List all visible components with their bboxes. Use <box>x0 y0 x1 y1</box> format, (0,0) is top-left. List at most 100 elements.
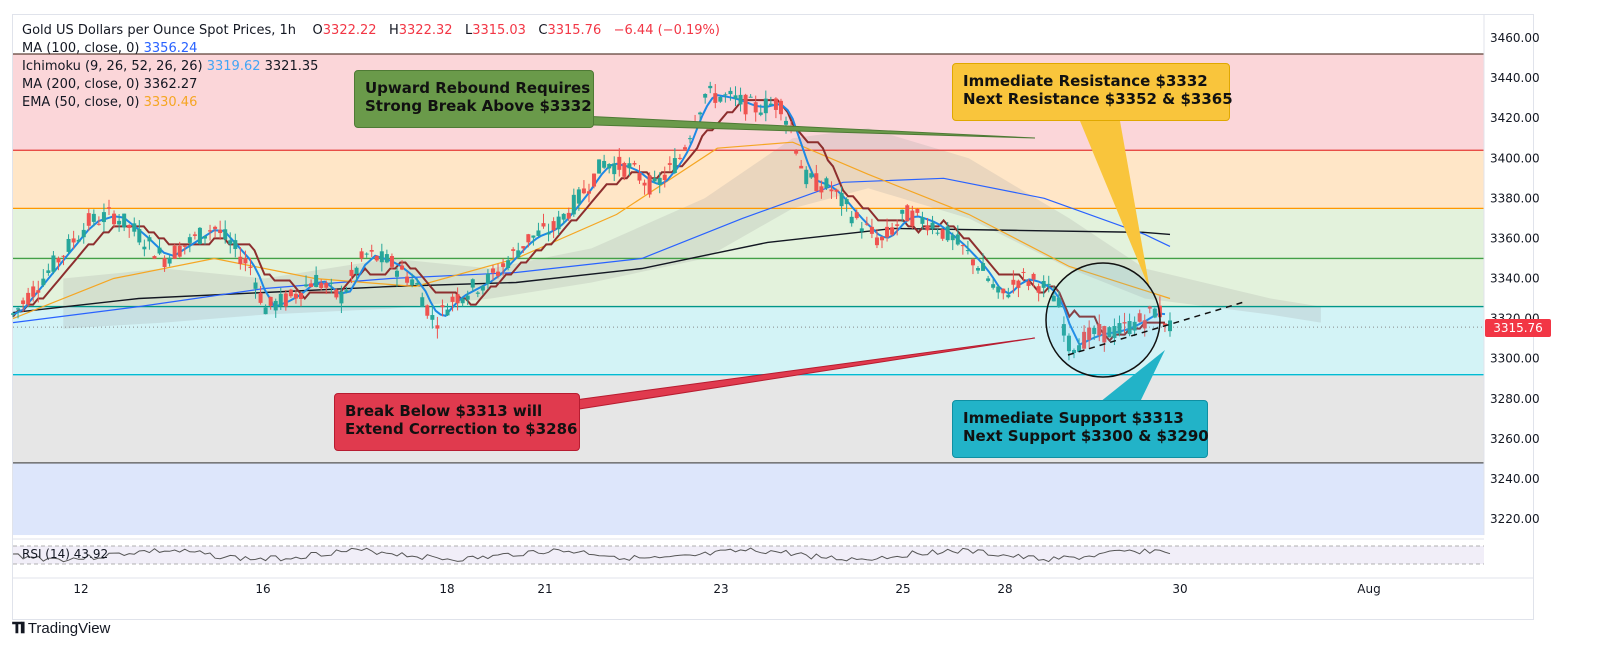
price-axis: 3460.00 3440.00 3420.00 3400.00 3380.00 3360.… <box>1483 15 1540 535</box>
candle-body <box>1132 321 1137 331</box>
tradingview-logo[interactable]: 𝐓❙ TradingView <box>12 618 110 638</box>
resistance-pointer <box>1080 121 1150 290</box>
candle-body <box>435 325 440 329</box>
legend-ichimoku[interactable]: Ichimoku (9, 26, 52, 26, 26) 3319.62 332… <box>22 58 720 76</box>
high-label: H <box>388 23 399 38</box>
candle-body <box>61 255 66 257</box>
candle-body <box>758 112 763 115</box>
candle-body <box>112 213 117 225</box>
ichimoku-label: Ichimoku (9, 26, 52, 26, 26) <box>22 59 203 74</box>
candle-body <box>233 240 238 250</box>
candle-body <box>617 156 622 170</box>
ichimoku-cloud <box>63 128 1321 329</box>
candle-body <box>981 263 986 271</box>
candle-body <box>349 269 354 276</box>
candle-body <box>369 250 374 252</box>
candle-body <box>1152 308 1157 318</box>
candle-body <box>551 221 556 231</box>
candle-body <box>56 258 61 263</box>
rsi-name: RSI (14) <box>22 547 70 561</box>
candle-body <box>854 212 859 219</box>
candle-body <box>804 169 809 185</box>
break-below-callout: Break Below $3313 will Extend Correction… <box>334 393 580 451</box>
candle-body <box>571 194 576 215</box>
candle-body <box>1162 323 1167 326</box>
candle-body <box>334 289 339 298</box>
x-tick-21: 21 <box>537 582 552 596</box>
candle-body <box>809 173 814 178</box>
candle-body <box>869 226 874 234</box>
candle-body <box>541 223 546 227</box>
candle-body <box>192 234 197 236</box>
price-zones <box>13 54 1484 536</box>
candle-body <box>147 237 152 242</box>
candle-body <box>501 263 506 267</box>
candle-body <box>996 286 1001 293</box>
x-tick-Aug: Aug <box>1357 582 1380 596</box>
candle-body <box>874 237 879 246</box>
candle-body <box>51 255 56 272</box>
candle-body <box>698 112 703 115</box>
legend-ma100[interactable]: MA (100, close, 0) 3356.24 <box>22 40 720 58</box>
y-tick-3400: 3400.00 <box>1490 151 1540 165</box>
candle-body <box>1026 281 1031 286</box>
candle-body <box>364 253 369 255</box>
x-tick-16: 16 <box>255 582 270 596</box>
rsi-label[interactable]: RSI (14) 43.92 <box>22 547 108 561</box>
candle-body <box>556 216 561 230</box>
candle-body <box>920 217 925 224</box>
candle-body <box>36 290 41 293</box>
candle-body <box>688 138 693 140</box>
candle-body <box>81 229 86 238</box>
candle-body <box>223 229 228 240</box>
high-value: 3322.32 <box>398 23 453 38</box>
candle-body <box>945 226 950 241</box>
candle-body <box>799 165 804 169</box>
candle-body <box>743 94 748 115</box>
candle-body <box>405 276 410 283</box>
resistance-callout: Immediate Resistance $3332 Next Resistan… <box>952 63 1233 121</box>
candle-body <box>268 296 273 306</box>
candle-body <box>536 230 541 236</box>
candle-body <box>101 212 106 223</box>
candle-body <box>496 271 501 276</box>
candle-body <box>263 307 268 315</box>
candle-body <box>1127 321 1132 335</box>
candle-body <box>288 289 293 297</box>
candle-body <box>773 98 778 110</box>
candle-body <box>885 226 890 238</box>
candle-body <box>86 213 91 226</box>
low-value: 3315.03 <box>472 23 526 38</box>
candle-body <box>930 222 935 229</box>
support-line-1: Immediate Support $3313 <box>963 409 1184 427</box>
legend-ma200[interactable]: MA (200, close, 0) 3362.27 <box>22 76 720 94</box>
candle-body <box>117 220 122 225</box>
candle-body <box>960 245 965 247</box>
open-value: 3322.22 <box>322 23 377 38</box>
candle-body <box>586 191 591 194</box>
candle-body <box>935 232 940 234</box>
candle-body <box>576 189 581 204</box>
rebound-line-1: Upward Rebound Requires <box>365 79 591 97</box>
candle-body <box>213 226 218 229</box>
candle-body <box>187 237 192 243</box>
candle-body <box>415 283 420 285</box>
ema50-value: 3330.46 <box>143 95 198 110</box>
candle-body <box>597 159 602 174</box>
candle-body <box>1016 280 1021 288</box>
y-tick-3220: 3220.00 <box>1490 512 1540 526</box>
symbol-title[interactable]: Gold US Dollars per Ounce Spot Prices, 1… <box>22 23 296 38</box>
candle-body <box>324 282 329 288</box>
candle-body <box>253 282 258 289</box>
candle-body <box>1102 326 1107 343</box>
candle-body <box>460 298 465 304</box>
legend-ema50[interactable]: EMA (50, close, 0) 3330.46 <box>22 94 720 112</box>
candle-body <box>202 236 207 239</box>
candle-body <box>167 257 172 264</box>
candle-body <box>46 270 51 273</box>
y-tick-3420: 3420.00 <box>1490 111 1540 125</box>
y-tick-3360: 3360.00 <box>1490 231 1540 245</box>
candle-body <box>182 245 187 247</box>
y-tick-3300: 3300.00 <box>1490 352 1540 366</box>
